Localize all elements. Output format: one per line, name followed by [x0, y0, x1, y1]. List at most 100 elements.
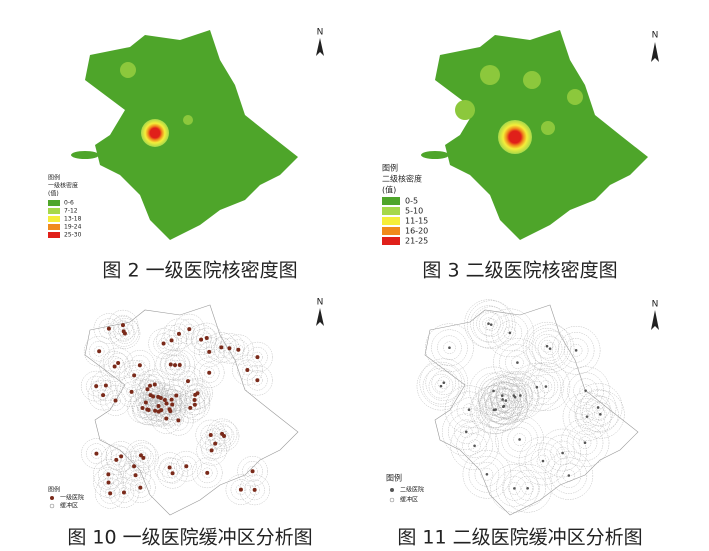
island: [421, 151, 449, 159]
buffer-ring: [158, 338, 169, 349]
legend-unit: (值): [48, 190, 59, 198]
hospital-site: [250, 469, 255, 474]
buffer-ring: [476, 311, 501, 336]
hospital-site: [487, 322, 490, 325]
buffer-ring: [252, 375, 263, 386]
hospital-site: [464, 430, 468, 434]
hospital-site: [208, 432, 213, 437]
buffer-ring: [100, 380, 112, 391]
hospital-site: [169, 338, 174, 343]
hospital-site: [473, 444, 476, 448]
hospital-site: [501, 398, 504, 401]
buffer-ring: [130, 445, 152, 466]
buffer-ring: [149, 384, 181, 416]
buffer-ring: [507, 427, 532, 452]
buffer-ring: [462, 433, 487, 458]
legend-title: 图例: [48, 486, 60, 494]
buffer-ring: [562, 392, 612, 441]
buffer-ring: [232, 354, 263, 386]
buffer-ring: [573, 383, 623, 432]
hospital-site: [227, 346, 232, 351]
buffer-ring: [91, 448, 102, 459]
buffer-ring: [218, 430, 230, 442]
buffer-ring: [103, 477, 114, 488]
buffer-ring: [224, 343, 235, 354]
caption: 图 2 一级医院核密度图: [102, 260, 297, 282]
hospital-site: [173, 363, 178, 368]
buffer-ring: [521, 362, 571, 411]
hospital-site: [141, 455, 146, 460]
buffer-ring: [133, 447, 154, 469]
buffer-ring: [162, 463, 183, 484]
buffer-ring: [242, 461, 263, 482]
hospital-site: [161, 341, 166, 346]
legend-title: 图例: [382, 163, 398, 173]
hospital-site: [156, 403, 161, 408]
hospital-site: [94, 451, 99, 456]
hospital-site: [133, 473, 138, 478]
buffer-ring: [242, 341, 273, 373]
hospital-site: [153, 408, 158, 413]
hospital-site: [204, 336, 209, 341]
legend-swatch: [382, 217, 400, 225]
buffer-ring: [527, 368, 565, 405]
hospital-site: [583, 441, 587, 445]
buffer-ring: [206, 445, 217, 456]
hospital-site: [167, 465, 172, 470]
hospital-site: [167, 407, 172, 412]
buffer-ring: [105, 488, 116, 499]
hotspot: [523, 71, 541, 89]
north-arrow: N: [651, 300, 659, 330]
hospital-site: [108, 491, 113, 496]
hospital-site: [512, 394, 516, 397]
buffer-ring: [128, 460, 140, 472]
buffer-ring: [192, 388, 203, 399]
hospital-site: [442, 381, 446, 385]
hospital-site: [585, 415, 589, 418]
buffer-ring: [98, 318, 120, 339]
legend-swatch: [382, 227, 400, 235]
buffer-ring: [524, 375, 550, 400]
buffer-ring: [416, 361, 466, 411]
buffer-ring: [156, 325, 187, 356]
north-label: N: [652, 31, 659, 41]
north-label: N: [317, 298, 324, 308]
buffer-ring: [533, 374, 559, 399]
buffer-ring: [124, 350, 156, 381]
buffer-ring: [210, 438, 221, 449]
buffer-ring: [173, 415, 184, 426]
legend-swatch: [48, 224, 60, 230]
buffer-ring: [456, 397, 482, 422]
legend-item: 21-25: [405, 237, 428, 246]
hotspot: [541, 121, 555, 135]
hospital-site: [188, 405, 193, 410]
buffer-ring: [108, 316, 139, 347]
buffer-ring: [171, 451, 202, 482]
legend-symbol: [50, 496, 54, 500]
buffer-ring: [503, 464, 552, 513]
buffer-ring: [206, 418, 238, 450]
hospital-site: [138, 453, 143, 458]
buffer-ring: [102, 347, 134, 379]
buffer-ring: [184, 389, 205, 411]
hospital-site: [164, 401, 169, 406]
buffer-ring: [154, 452, 185, 483]
buffer-ring: [166, 335, 177, 346]
buffer-ring: [200, 428, 231, 459]
hospital-site: [129, 389, 134, 394]
buffer-ring: [557, 332, 595, 369]
hospital-site: [192, 397, 197, 402]
legend-1: 图例 一级核密度 (值) 0-6 7-12 13-18 19-24 25-30: [48, 174, 82, 239]
buffer-ring: [179, 384, 210, 416]
hospital-site: [255, 378, 260, 383]
buffer-ring: [126, 386, 137, 398]
region-outline: [84, 304, 299, 516]
buffer-ring: [528, 328, 566, 365]
buffer-ring: [454, 419, 479, 444]
hospital-site: [485, 473, 489, 476]
buffer-ring: [544, 434, 581, 472]
hospital-site: [106, 326, 111, 331]
buffer-ring: [537, 336, 563, 361]
north-arrow: N: [316, 28, 324, 56]
buffer-ring: [490, 464, 539, 513]
